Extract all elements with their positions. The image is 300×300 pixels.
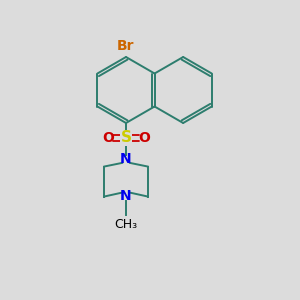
Text: CH₃: CH₃ (114, 218, 138, 230)
Text: S: S (121, 130, 131, 146)
Text: O: O (102, 131, 114, 145)
Text: N: N (120, 152, 132, 166)
Text: O: O (138, 131, 150, 145)
Text: Br: Br (117, 39, 135, 53)
Text: N: N (120, 190, 132, 203)
